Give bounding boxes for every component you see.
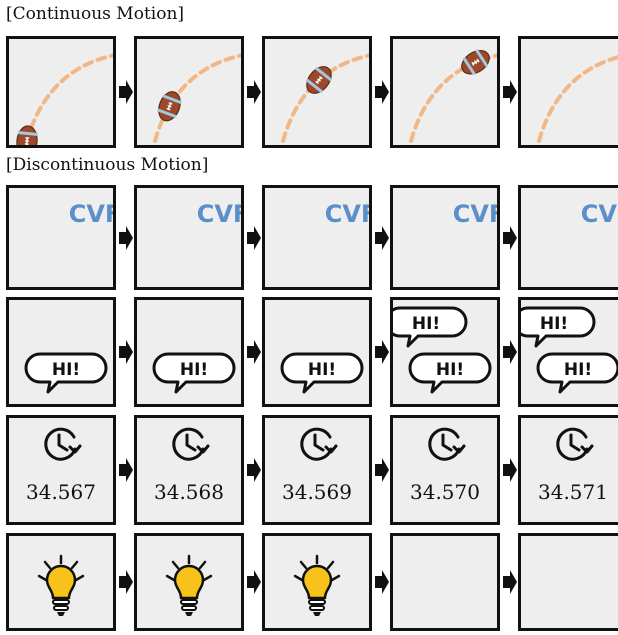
arrow-right-icon — [375, 225, 389, 250]
bulb-panel-3 — [262, 533, 372, 631]
timer-icon — [556, 427, 594, 461]
clock-panel-2: 34.568 — [134, 415, 244, 525]
motion-path — [409, 53, 497, 143]
arrow-right-icon — [247, 570, 261, 594]
speech-panel-1: HI! — [6, 297, 116, 407]
speech-panel-3: HI! — [262, 297, 372, 407]
lightbulb-icon — [37, 554, 85, 616]
speech-panel-5: HI! HI! — [518, 297, 618, 407]
logo-panel-2: CVF — [134, 185, 244, 290]
speech-bubble-icon: HI! — [521, 306, 596, 348]
speech-text: HI! — [308, 360, 336, 380]
speech-panel-4: HI! HI! — [390, 297, 500, 407]
lightbulb-icon — [293, 554, 341, 616]
motion-path — [153, 53, 241, 143]
bulb-panel-2 — [134, 533, 244, 631]
section-label-discontinuous: [Discontinuous Motion] — [6, 155, 209, 175]
timer-value: 34.568 — [154, 480, 224, 504]
timer-value: 34.571 — [538, 480, 608, 504]
arrow-right-icon — [375, 80, 389, 104]
football-panel-4 — [390, 36, 500, 148]
arrow-right-icon — [119, 458, 133, 482]
football-icon — [16, 125, 38, 145]
logo-panel-5: CVF — [518, 185, 618, 290]
speech-text: HI! — [52, 360, 80, 380]
timer-value: 34.567 — [26, 480, 96, 504]
timer-icon — [172, 427, 210, 461]
football-icon — [305, 66, 333, 94]
football-icon — [156, 91, 183, 122]
arrow-right-icon — [503, 458, 517, 482]
arrow-right-icon — [503, 570, 517, 594]
speech-bubble-icon: HI! — [24, 352, 108, 394]
arrow-right-icon — [119, 225, 133, 250]
timer-icon — [44, 427, 82, 461]
motion-path — [281, 53, 369, 143]
clock-panel-1: 34.567 — [6, 415, 116, 525]
logo-panel-1: CVF — [6, 185, 116, 290]
clock-panel-3: 34.569 — [262, 415, 372, 525]
arrow-right-icon — [503, 80, 517, 104]
motion-path — [25, 53, 113, 143]
arrow-right-icon — [375, 340, 389, 364]
timer-value: 34.570 — [410, 480, 480, 504]
cvf-logo: CVF — [453, 200, 497, 228]
speech-text: HI! — [412, 314, 440, 334]
football-panel-2 — [134, 36, 244, 148]
speech-text: HI! — [436, 360, 464, 380]
cvf-logo: CVF — [325, 200, 369, 228]
arrow-right-icon — [247, 80, 261, 104]
speech-bubble-icon: HI! — [536, 352, 618, 394]
football-panel-3 — [262, 36, 372, 148]
speech-text: HI! — [180, 360, 208, 380]
cvf-logo: CVF — [69, 200, 113, 228]
timer-value: 34.569 — [282, 480, 352, 504]
logo-panel-4: CVF — [390, 185, 500, 290]
arrow-right-icon — [375, 570, 389, 594]
clock-panel-5: 34.571 — [518, 415, 618, 525]
speech-bubble-icon: HI! — [393, 306, 468, 348]
logo-panel-3: CVF — [262, 185, 372, 290]
bulb-panel-4 — [390, 533, 500, 631]
bulb-panel-5 — [518, 533, 618, 631]
arrow-right-icon — [119, 340, 133, 364]
arrow-right-icon — [247, 340, 261, 364]
cvf-logo: CVF — [197, 200, 241, 228]
speech-bubble-icon: HI! — [280, 352, 364, 394]
motion-path — [537, 55, 618, 143]
speech-text: HI! — [564, 360, 592, 380]
football-panel-1 — [6, 36, 116, 148]
speech-bubble-icon: HI! — [152, 352, 236, 394]
speech-bubble-icon: HI! — [408, 352, 492, 394]
speech-panel-2: HI! — [134, 297, 244, 407]
lightbulb-icon — [165, 554, 213, 616]
speech-text: HI! — [540, 314, 568, 334]
arrow-right-icon — [503, 225, 517, 250]
arrow-right-icon — [119, 80, 133, 104]
timer-icon — [300, 427, 338, 461]
section-label-continuous: [Continuous Motion] — [6, 4, 185, 24]
clock-panel-4: 34.570 — [390, 415, 500, 525]
cvf-logo: CVF — [581, 200, 618, 228]
arrow-right-icon — [503, 340, 517, 364]
arrow-right-icon — [247, 225, 261, 250]
football-icon — [461, 48, 490, 76]
timer-icon — [428, 427, 466, 461]
arrow-right-icon — [119, 570, 133, 594]
football-panel-5 — [518, 36, 618, 148]
bulb-panel-1 — [6, 533, 116, 631]
arrow-right-icon — [247, 458, 261, 482]
arrow-right-icon — [375, 458, 389, 482]
